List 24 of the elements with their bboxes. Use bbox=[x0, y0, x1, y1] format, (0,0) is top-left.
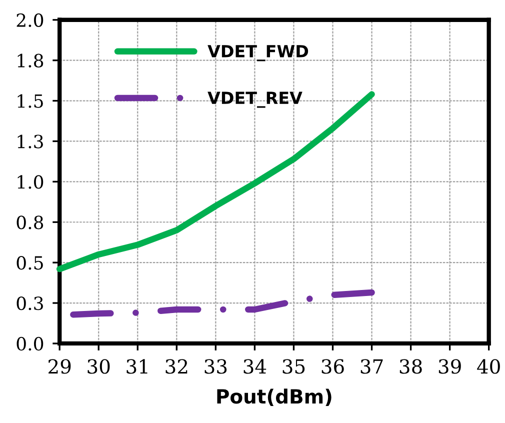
y-tick-label: 1.0 bbox=[18, 175, 44, 189]
y-tick-label: 1.5 bbox=[18, 94, 43, 108]
x-tick-label: 29 bbox=[48, 359, 71, 374]
y-tick-label: 0.8 bbox=[16, 216, 44, 230]
y-tick-label: 2.0 bbox=[16, 13, 44, 27]
x-tick-label: 30 bbox=[88, 359, 110, 374]
x-tick-label: 32 bbox=[166, 359, 188, 374]
y-tick-label: 0.5 bbox=[16, 256, 43, 270]
y-tick-label: 1.3 bbox=[18, 134, 43, 148]
x-tick-label: 39 bbox=[438, 359, 461, 374]
x-tick-label: 35 bbox=[282, 359, 305, 374]
x-tick-label: 38 bbox=[400, 359, 422, 374]
x-tick-label: 40 bbox=[477, 359, 500, 374]
y-tick-label: 0.0 bbox=[16, 336, 44, 351]
x-tick-label: 31 bbox=[126, 359, 148, 374]
x-tick-label: 33 bbox=[204, 359, 227, 374]
x-tick-label: 37 bbox=[360, 359, 383, 374]
x-tick-label: 36 bbox=[322, 359, 344, 374]
legend-label: VDET_FWD bbox=[208, 45, 308, 62]
y-tick-label: 0.3 bbox=[16, 296, 43, 310]
y-tick-label: 1.8 bbox=[18, 54, 44, 68]
x-axis-title: Pout(dBm) bbox=[217, 388, 332, 406]
x-tick-label: 34 bbox=[244, 359, 266, 374]
legend-label: VDET_REV bbox=[208, 92, 302, 108]
